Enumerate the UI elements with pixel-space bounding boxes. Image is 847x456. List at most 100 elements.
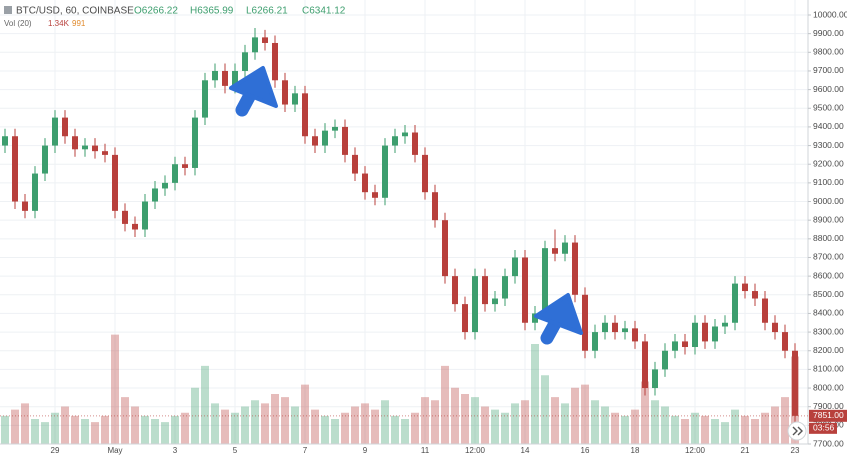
- y-tick-label: 8200.00: [813, 345, 844, 355]
- y-tick-label: 7900.00: [813, 401, 844, 411]
- candle-body: [292, 93, 298, 105]
- candle-body: [672, 341, 678, 351]
- candle-body: [82, 145, 88, 150]
- candle-body: [22, 201, 28, 211]
- candle-body: [362, 173, 368, 193]
- candle-body: [412, 132, 418, 155]
- volume-bar: [221, 409, 229, 444]
- volume-bar: [671, 415, 679, 444]
- candle-body: [332, 126, 338, 131]
- candle-body: [342, 126, 348, 155]
- candle-body: [142, 201, 148, 230]
- volume-bar: [331, 419, 339, 444]
- x-tick-label: 3: [173, 446, 178, 455]
- y-tick-label: 8100.00: [813, 364, 844, 374]
- candle-body: [242, 52, 248, 71]
- volume-bar: [621, 415, 629, 444]
- candle-body: [532, 313, 538, 323]
- volume-bar: [61, 406, 69, 444]
- ohlc-legend: O6266.22 H6365.99 L6266.21 C6341.12 Vol (20)…: [4, 6, 346, 28]
- volume-bar: [101, 415, 109, 444]
- candle-body: [202, 80, 208, 118]
- candle-body: [72, 136, 78, 150]
- volume-bar: [71, 415, 79, 444]
- volume-bar: [391, 415, 399, 444]
- candle-body: [642, 341, 648, 389]
- volume-bar: [291, 406, 299, 444]
- volume-bar: [151, 419, 159, 444]
- volume-bar: [341, 412, 349, 444]
- volume-bar: [51, 412, 59, 444]
- candle-body: [652, 369, 658, 389]
- volume-bar: [81, 419, 89, 444]
- y-tick-label: 9200.00: [813, 158, 844, 168]
- volume-bar: [771, 406, 779, 444]
- candle-body: [272, 42, 278, 81]
- candle-body: [732, 283, 738, 323]
- volume-legend: Vol (20): [4, 19, 32, 28]
- volume-bar: [721, 422, 729, 444]
- candle-body: [132, 223, 138, 230]
- x-tick-label: 5: [233, 446, 238, 455]
- volume-bar: [271, 394, 279, 444]
- volume-bar: [431, 400, 439, 444]
- candle-body: [632, 328, 638, 342]
- candle-body: [302, 93, 308, 137]
- candle-body: [762, 298, 768, 323]
- y-tick-label: 9300.00: [813, 140, 844, 150]
- candle-body: [392, 136, 398, 146]
- y-tick-label: 9900.00: [813, 28, 844, 38]
- candle-body: [692, 322, 698, 348]
- y-tick-label: 7700.00: [813, 438, 844, 448]
- countdown-label: 03:56: [813, 423, 835, 433]
- x-tick-label: 12:00: [685, 446, 706, 455]
- x-tick-label: 12:00: [465, 446, 486, 455]
- annotation-arrow: [534, 293, 583, 345]
- volume-bar: [591, 400, 599, 444]
- candle-body: [152, 188, 158, 202]
- candle-body: [122, 210, 128, 224]
- volume-bar: [411, 412, 419, 444]
- volume-bar: [111, 334, 119, 444]
- candle-body: [182, 164, 188, 168]
- x-tick-label: 9: [363, 446, 368, 455]
- candle-body: [512, 257, 518, 277]
- candle-body: [312, 136, 318, 146]
- candle-body: [772, 322, 778, 333]
- x-tick-label: 29: [51, 446, 60, 455]
- candle-body: [552, 248, 558, 254]
- volume-bar: [41, 422, 49, 444]
- volume-bar: [511, 403, 519, 444]
- volume-bar: [501, 412, 509, 444]
- volume-legend: 991: [72, 19, 86, 28]
- volume-bar: [261, 403, 269, 444]
- candle-body: [252, 37, 258, 53]
- volume-bar: [601, 406, 609, 444]
- volume-bar: [1, 415, 9, 444]
- x-tick-label: 14: [521, 446, 530, 455]
- x-tick-label: 21: [741, 446, 750, 455]
- volume-bar: [731, 409, 739, 444]
- candle-body: [322, 130, 328, 146]
- scroll-to-end-button[interactable]: [787, 421, 807, 441]
- volume-bar: [21, 403, 29, 444]
- candle-body: [562, 242, 568, 254]
- candle-body: [162, 182, 168, 189]
- candle-body: [102, 151, 108, 155]
- candle-body: [502, 276, 508, 299]
- volume-bar: [611, 412, 619, 444]
- candle-body: [92, 145, 98, 152]
- candle-body: [422, 154, 428, 193]
- volume-bar: [661, 406, 669, 444]
- annotation-arrow: [229, 66, 278, 117]
- y-tick-label: 9400.00: [813, 121, 844, 131]
- volume-bar: [491, 409, 499, 444]
- ohlc-value: C6341.12: [302, 6, 346, 17]
- axes: 7700.007800.007900.008000.008100.008200.…: [0, 9, 847, 455]
- y-tick-label: 9100.00: [813, 177, 844, 187]
- candle-body: [612, 322, 618, 333]
- symbol-icon[interactable]: [4, 6, 12, 14]
- y-tick-label: 8700.00: [813, 252, 844, 262]
- volume-bar: [121, 397, 129, 444]
- y-tick-label: 9700.00: [813, 65, 844, 75]
